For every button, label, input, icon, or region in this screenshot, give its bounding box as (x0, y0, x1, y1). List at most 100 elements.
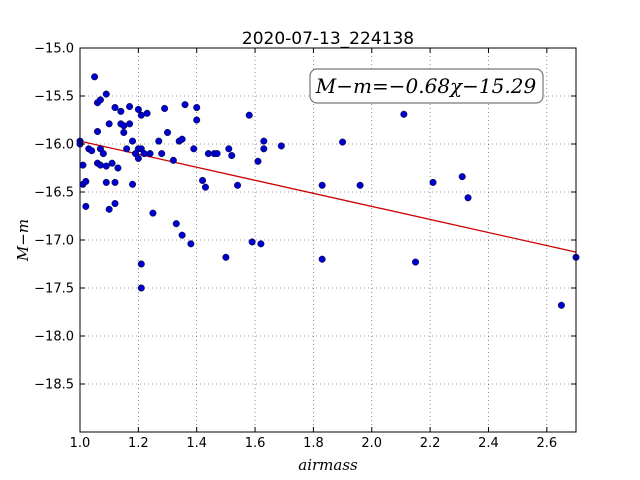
data-point (82, 177, 90, 185)
data-point (257, 240, 265, 248)
data-point (458, 173, 466, 181)
x-axis-label: airmass (298, 456, 358, 474)
data-point (245, 111, 253, 119)
data-point (126, 103, 134, 111)
data-point (117, 107, 125, 115)
data-point (187, 240, 195, 248)
y-axis-label: M−m (14, 219, 32, 262)
data-point (260, 145, 268, 153)
data-point (129, 137, 137, 145)
points-layer (76, 73, 580, 309)
data-point (94, 128, 102, 136)
x-tick-label: 1.2 (128, 436, 149, 451)
data-point (277, 142, 285, 150)
data-point (339, 138, 347, 146)
data-point (134, 154, 142, 162)
data-point (169, 156, 177, 164)
data-point (105, 205, 113, 213)
data-point (137, 284, 145, 292)
x-tick-label: 1.8 (303, 436, 324, 451)
data-point (96, 96, 104, 104)
data-point (155, 137, 163, 145)
data-point (88, 147, 96, 155)
data-point (123, 145, 131, 153)
data-point (412, 258, 420, 266)
data-point (161, 104, 169, 112)
data-point (254, 157, 262, 165)
data-point (260, 137, 268, 145)
data-point (146, 150, 154, 158)
data-point (228, 152, 236, 160)
y-tick-label: −16.5 (34, 186, 74, 201)
data-point (318, 181, 326, 189)
data-point (129, 180, 137, 188)
x-tick-label: 1.4 (186, 436, 207, 451)
data-point (149, 209, 157, 217)
y-tick-label: −18.5 (34, 378, 74, 393)
data-point (464, 194, 472, 202)
annotation-frame (309, 68, 544, 104)
data-point (181, 101, 189, 109)
data-point (172, 220, 180, 228)
y-tick-label: −15.0 (34, 42, 74, 57)
data-point (102, 162, 110, 170)
data-point (222, 253, 230, 261)
data-point (201, 183, 209, 191)
fit-equation-annotation: M−m=−0.68χ−15.29 (315, 74, 537, 98)
y-tick-label: −17.5 (34, 282, 74, 297)
data-point (137, 260, 145, 268)
x-tick-label: 1.6 (245, 436, 266, 451)
y-tick-label: −17.0 (34, 234, 74, 249)
data-point (126, 120, 134, 128)
data-point (102, 178, 110, 186)
data-point (225, 145, 233, 153)
data-point (134, 105, 142, 113)
data-point (96, 161, 104, 169)
data-point (140, 150, 148, 158)
data-point (82, 202, 90, 210)
ticks-layer: 1.0 1.2 1.4 1.6 1.8 2.0 2.2 2.4 2.6 −15.0 −15.5 −16… (34, 42, 576, 451)
data-point (91, 73, 99, 81)
data-point (190, 145, 198, 153)
data-point (108, 159, 116, 167)
data-point (557, 301, 565, 309)
x-tick-label: 2.4 (478, 436, 499, 451)
chart-title: 2020-07-13_224138 (242, 29, 414, 49)
data-point (114, 164, 122, 172)
data-point (158, 150, 166, 158)
data-point (79, 161, 87, 169)
data-point (143, 109, 151, 117)
x-tick-label: 1.0 (70, 436, 91, 451)
annotation-box: M−m=−0.68χ−15.29 (309, 68, 544, 104)
data-point (120, 122, 128, 130)
data-point (193, 116, 201, 124)
data-point (102, 90, 110, 98)
grid-layer (79, 47, 576, 432)
data-point (429, 178, 437, 186)
data-point (120, 128, 128, 136)
data-point (178, 135, 186, 143)
data-point (199, 176, 207, 184)
x-tick-label: 2.6 (536, 436, 557, 451)
data-point (111, 104, 119, 112)
data-point (111, 200, 119, 208)
data-point (356, 181, 364, 189)
data-point (111, 178, 119, 186)
x-tick-label: 2.0 (361, 436, 382, 451)
data-point (178, 231, 186, 239)
data-point (204, 150, 212, 158)
y-tick-label: −15.5 (34, 90, 74, 105)
y-tick-label: −18.0 (34, 330, 74, 345)
data-point (318, 255, 326, 263)
data-point (400, 110, 408, 118)
data-point (234, 181, 242, 189)
y-tick-label: −16.0 (34, 138, 74, 153)
data-point (164, 128, 172, 136)
data-point (248, 238, 256, 246)
data-point (105, 120, 113, 128)
data-point (193, 104, 201, 112)
fit-line (79, 140, 577, 253)
data-point (137, 111, 145, 119)
data-point (213, 150, 221, 158)
